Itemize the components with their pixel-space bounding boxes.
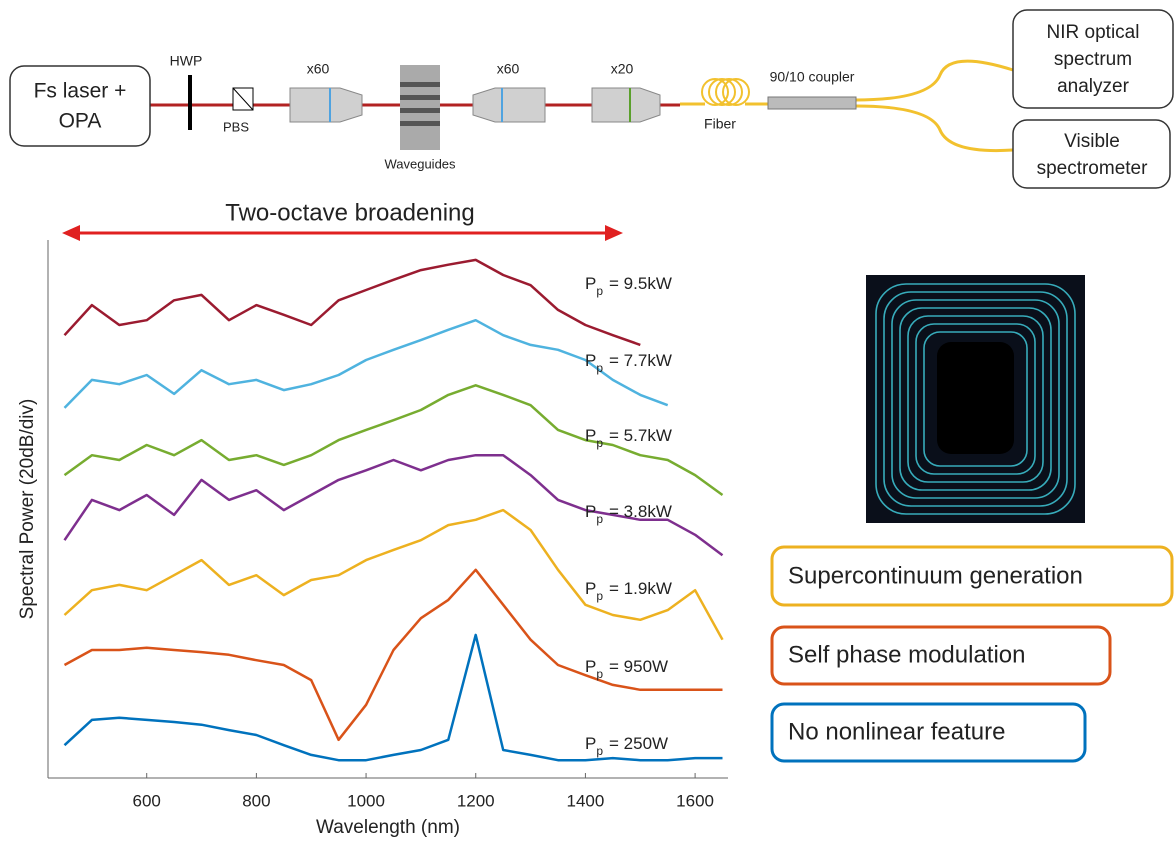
series-name: = 250W	[609, 734, 668, 753]
nir-label: NIR optical	[1047, 22, 1140, 43]
y-axis-label: Spectral Power (20dB/div)	[17, 399, 38, 620]
label-symbol: P	[585, 351, 596, 370]
x-tick-label: 1600	[676, 791, 714, 810]
pbs-label: PBS	[223, 119, 249, 134]
x-tick-label: 800	[242, 791, 270, 810]
x-axis-label: Wavelength (nm)	[316, 817, 460, 838]
regime-label: Self phase modulation	[788, 641, 1026, 668]
waveguide-chip	[400, 65, 440, 150]
spectrum-line	[65, 260, 641, 345]
series-label: Pp = 7.7kW	[585, 351, 672, 375]
series-label: Pp = 1.9kW	[585, 579, 672, 603]
x-tick-label: 1200	[457, 791, 495, 810]
page: Fs laser + OPA HWP PBS x60 Waveguides x6…	[0, 0, 1175, 843]
regime-label: Supercontinuum generation	[788, 562, 1083, 589]
spectrum-line	[65, 320, 668, 408]
series-name: = 3.8kW	[609, 502, 672, 521]
objective-label: x60	[497, 61, 520, 77]
series-label: Pp = 950W	[585, 657, 668, 681]
label-symbol: P	[585, 274, 596, 293]
device-core	[937, 342, 1014, 454]
series-label: Pp = 9.5kW	[585, 274, 672, 298]
spectrum-line	[65, 510, 723, 640]
label-subscript: p	[596, 436, 603, 450]
hwp-label: HWP	[170, 53, 203, 69]
nir-label: analyzer	[1057, 76, 1129, 97]
objective	[473, 88, 545, 122]
series-name: = 7.7kW	[609, 351, 672, 370]
objective	[592, 88, 660, 122]
objective	[290, 88, 362, 122]
visible-label: spectrometer	[1037, 158, 1149, 179]
label-symbol: P	[585, 734, 596, 753]
chart-title: Two-octave broadening	[225, 199, 475, 226]
laser-label: Fs laser +	[34, 80, 127, 103]
series-name: = 9.5kW	[609, 274, 672, 293]
label-symbol: P	[585, 426, 596, 445]
label-subscript: p	[596, 284, 603, 298]
series-label: Pp = 3.8kW	[585, 502, 672, 526]
label-subscript: p	[596, 744, 603, 758]
label-symbol: P	[585, 502, 596, 521]
fiber-label: Fiber	[704, 116, 736, 132]
label-subscript: p	[596, 667, 603, 681]
coupler-label: 90/10 coupler	[770, 69, 855, 85]
label-symbol: P	[585, 579, 596, 598]
nir-label: spectrum	[1054, 49, 1132, 70]
x-tick-label: 600	[133, 791, 161, 810]
laser-label: OPA	[59, 110, 102, 133]
regime-label: No nonlinear feature	[788, 718, 1005, 745]
objective-label: x20	[611, 61, 634, 77]
figure: Fs laser + OPA HWP PBS x60 Waveguides x6…	[0, 0, 1175, 843]
objective-label: x60	[307, 61, 330, 77]
label-subscript: p	[596, 361, 603, 375]
label-symbol: P	[585, 657, 596, 676]
x-tick-label: 1000	[347, 791, 385, 810]
fiber-coil	[702, 79, 749, 105]
waveguides-label: Waveguides	[384, 156, 456, 171]
label-subscript: p	[596, 512, 603, 526]
series-name: = 5.7kW	[609, 426, 672, 445]
series-name: = 950W	[609, 657, 668, 676]
series-name: = 1.9kW	[609, 579, 672, 598]
series-label: Pp = 5.7kW	[585, 426, 672, 450]
label-subscript: p	[596, 589, 603, 603]
laser-box	[10, 66, 150, 146]
series-label: Pp = 250W	[585, 734, 668, 758]
visible-label: Visible	[1064, 131, 1120, 152]
coupler	[768, 97, 856, 109]
x-tick-label: 1400	[567, 791, 605, 810]
